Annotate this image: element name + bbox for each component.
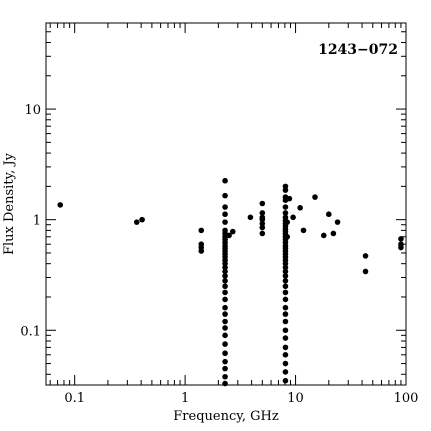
x-tick-label: 1 — [181, 391, 189, 406]
y-tick-label: 0.1 — [20, 324, 41, 339]
data-point — [222, 192, 228, 199]
data-point — [320, 232, 327, 239]
x-tick-label: 0.1 — [64, 391, 85, 406]
data-point — [198, 248, 205, 254]
y-tick-label: 1 — [33, 214, 41, 229]
data-point — [259, 230, 266, 237]
data-point — [282, 318, 289, 325]
data-point — [222, 204, 228, 210]
data-point — [222, 219, 228, 225]
data-point — [259, 210, 266, 216]
data-point — [259, 200, 266, 207]
data-point — [282, 210, 289, 216]
data-point — [222, 380, 228, 387]
data-point — [300, 227, 307, 234]
data-point — [284, 219, 290, 225]
data-point — [284, 233, 290, 240]
data-point — [286, 195, 293, 202]
data-point — [362, 253, 369, 259]
data-point — [330, 230, 337, 237]
source-name-label: 1243−072 — [318, 42, 398, 58]
y-axis-label: Flux Density, Jy — [2, 152, 17, 255]
x-tick-label: 10 — [287, 391, 304, 406]
data-point — [398, 236, 404, 242]
data-point — [222, 350, 228, 357]
data-point — [282, 273, 289, 279]
data-point — [282, 268, 289, 275]
data-point — [282, 278, 289, 284]
data-point — [282, 204, 289, 210]
data-point — [222, 278, 228, 284]
data-point — [282, 304, 289, 311]
data-point — [198, 227, 205, 234]
data-point — [398, 244, 404, 251]
data-point — [282, 283, 289, 290]
data-point — [259, 224, 266, 231]
data-point — [222, 358, 228, 365]
data-point — [222, 365, 228, 372]
data-point — [222, 332, 228, 339]
data-point — [222, 373, 228, 380]
data-point — [222, 211, 228, 218]
data-point — [282, 296, 289, 303]
y-tick-label: 10 — [24, 103, 41, 118]
data-point — [247, 214, 254, 221]
data-point — [133, 219, 140, 225]
data-point — [282, 264, 289, 271]
data-point — [222, 268, 228, 275]
data-point — [297, 205, 303, 211]
data-point — [282, 335, 289, 341]
data-point — [229, 228, 236, 235]
y-axis-ticks: 0.1 1 10 — [20, 22, 406, 375]
data-point — [282, 311, 289, 317]
data-point — [282, 377, 289, 384]
data-point — [282, 352, 289, 358]
data-point — [326, 211, 332, 218]
data-point — [259, 216, 266, 223]
data-point — [222, 177, 228, 184]
data-point — [282, 187, 289, 193]
data-point — [222, 273, 228, 279]
data-point — [282, 327, 289, 334]
plot-frame — [45, 22, 407, 386]
data-point — [282, 289, 289, 296]
data-point — [226, 232, 232, 239]
data-point — [312, 194, 318, 200]
data-points — [57, 177, 404, 387]
data-point — [222, 283, 228, 290]
data-point — [334, 219, 341, 225]
data-point — [222, 289, 228, 296]
data-point — [222, 325, 228, 331]
data-point — [222, 318, 228, 325]
x-axis-ticks: 0.1 1 10 100 — [49, 23, 419, 406]
data-point — [282, 360, 289, 367]
data-point — [290, 214, 296, 221]
data-point — [57, 202, 64, 208]
data-point — [222, 341, 228, 347]
data-point — [282, 344, 289, 351]
data-point — [222, 304, 228, 311]
data-point — [222, 264, 228, 271]
data-point — [282, 369, 289, 375]
data-point — [362, 268, 369, 275]
data-point — [222, 296, 228, 303]
data-point — [139, 216, 145, 223]
x-tick-label: 100 — [394, 391, 419, 406]
data-point — [222, 311, 228, 317]
x-axis-label: Frequency, GHz — [173, 409, 279, 424]
